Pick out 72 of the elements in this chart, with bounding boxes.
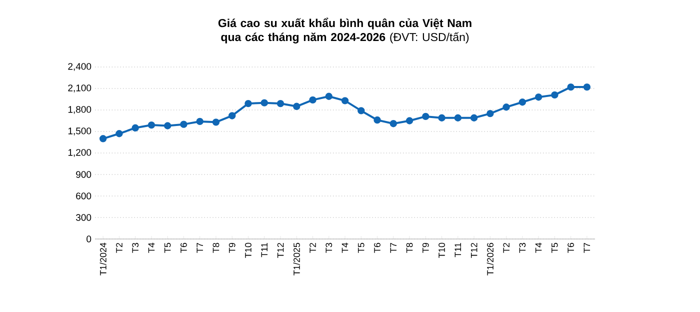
point xyxy=(534,93,542,101)
point xyxy=(583,83,591,91)
point xyxy=(470,114,478,122)
point xyxy=(309,96,316,104)
point xyxy=(358,107,365,114)
x-tick-label: T7 xyxy=(196,242,203,253)
x-tick-label: T4 xyxy=(148,242,155,253)
point xyxy=(244,100,252,108)
x-tick-label: T6 xyxy=(180,242,187,253)
x-tick-label: T10 xyxy=(438,242,445,258)
point xyxy=(132,124,139,132)
x-tick-label: T9 xyxy=(228,242,236,253)
x-tick-label: T1/2025 xyxy=(293,242,300,276)
x-tick-label: T10 xyxy=(245,242,252,258)
point xyxy=(325,92,332,100)
point xyxy=(551,91,558,99)
x-tick-label: T1/2026 xyxy=(486,242,494,276)
point xyxy=(196,118,204,126)
point xyxy=(260,99,268,106)
point xyxy=(99,135,107,142)
point xyxy=(228,112,236,120)
x-tick-label: T2 xyxy=(116,242,122,253)
chart-title: Giá cao su xuất khẩu bình quân của Việt Nam qua các tháng năm 2024-2026 (ĐVT: USD/tấn) xyxy=(218,18,472,44)
x-tick-label: T1/2024 xyxy=(100,242,106,276)
x-tick-label: T5 xyxy=(552,242,558,253)
x-tick-label: T3 xyxy=(326,242,332,253)
y-tick-label: 900 xyxy=(76,171,92,178)
y-tick-label: 2,100 xyxy=(68,84,92,92)
y-tick-label: 1,200 xyxy=(68,149,92,157)
point xyxy=(116,130,123,138)
x-tick-label: T4 xyxy=(535,242,542,253)
point xyxy=(293,102,300,110)
point xyxy=(148,121,156,129)
x-tick-label: T12 xyxy=(277,242,284,258)
x-tick-label: T7 xyxy=(390,242,396,253)
point xyxy=(518,98,526,106)
x-tick-label: T2 xyxy=(503,242,510,253)
x-tick-label: T11 xyxy=(261,242,268,258)
y-tick-label: 1,800 xyxy=(68,106,92,114)
y-tick-label: 300 xyxy=(76,214,92,221)
point xyxy=(406,117,414,124)
y-tick-label: 1,500 xyxy=(68,128,92,136)
x-tick-label: T8 xyxy=(406,242,413,253)
x-tick-label: T2 xyxy=(310,242,316,253)
x-tick-label: T7 xyxy=(584,242,590,253)
x-tick-label: T11 xyxy=(454,242,462,258)
point xyxy=(212,118,220,126)
x-tick-label: T6 xyxy=(568,242,574,253)
point xyxy=(374,116,381,124)
y-tick-label: 0 xyxy=(86,236,92,242)
x-tick-label: T12 xyxy=(470,242,478,258)
x-tick-label: T8 xyxy=(212,242,220,253)
x-tick-label: T4 xyxy=(342,242,348,253)
point xyxy=(567,83,574,91)
y-tick-label: 2,400 xyxy=(68,63,92,71)
point xyxy=(164,122,172,130)
point xyxy=(502,104,510,111)
point xyxy=(454,114,462,122)
x-tick-label: T9 xyxy=(422,242,429,253)
point xyxy=(341,97,349,104)
point xyxy=(438,114,446,122)
y-tick-label: 600 xyxy=(76,192,92,200)
point xyxy=(276,100,284,108)
x-tick-label: T3 xyxy=(519,242,526,253)
x-tick-label: T5 xyxy=(358,242,364,253)
point xyxy=(486,110,494,118)
x-tick-label: T3 xyxy=(132,242,139,253)
point xyxy=(390,120,397,128)
point xyxy=(180,120,188,128)
x-tick-label: T6 xyxy=(374,242,380,253)
point xyxy=(422,112,430,120)
x-tick-label: T5 xyxy=(164,242,171,253)
